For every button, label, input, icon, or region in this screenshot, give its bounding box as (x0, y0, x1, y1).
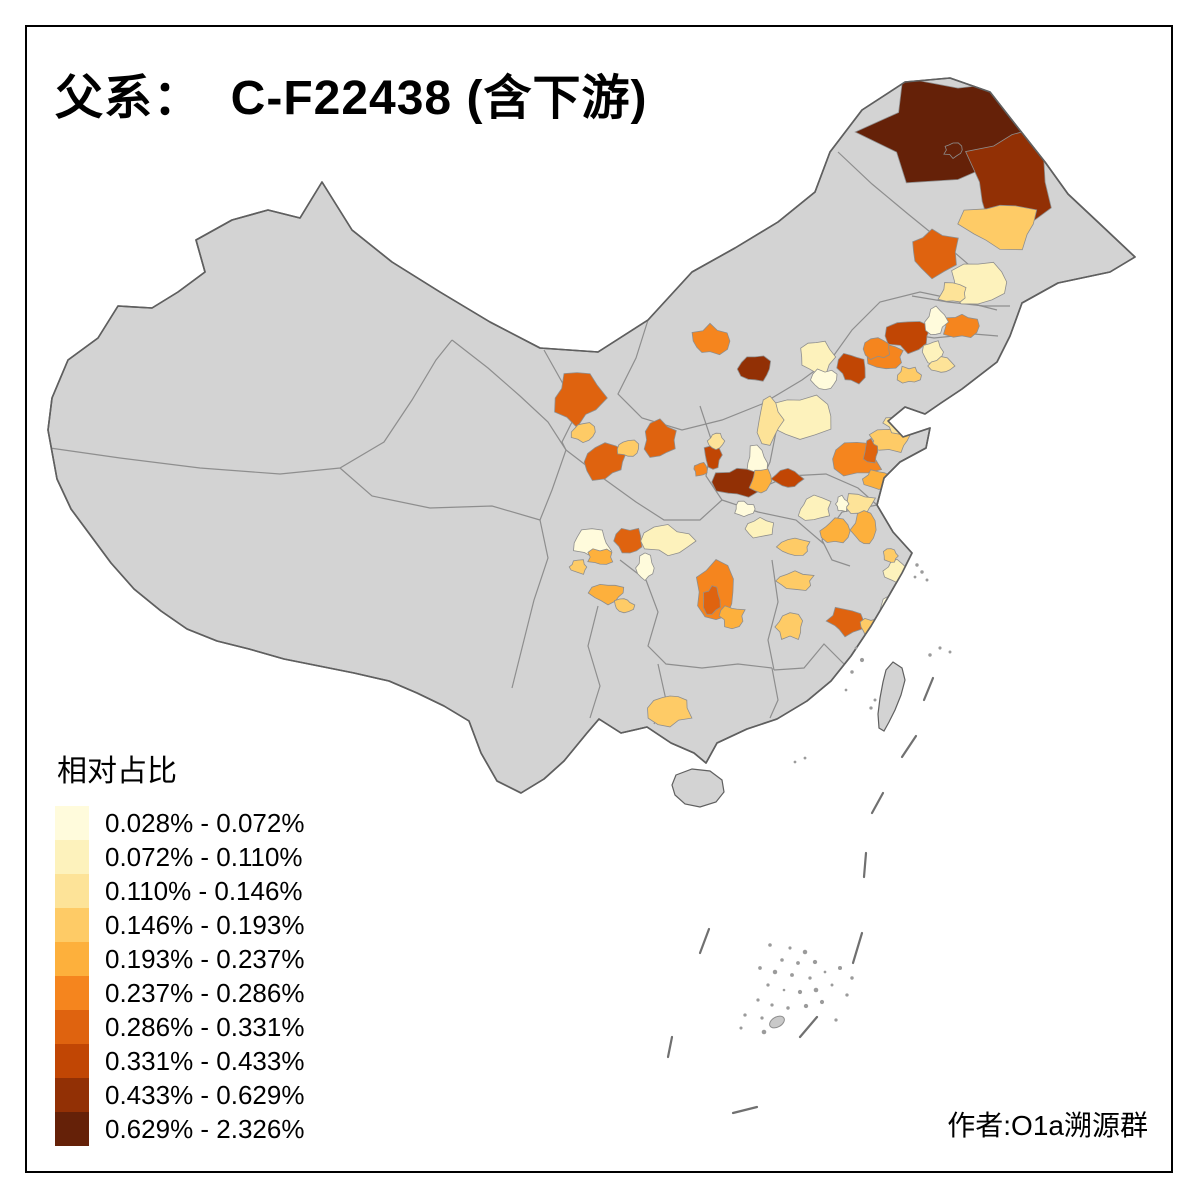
legend-range-label: 0.286% - 0.331% (105, 1011, 305, 1042)
map-region (691, 322, 731, 356)
legend-item: 0.433% - 0.629% (55, 1078, 304, 1112)
map-region (613, 527, 643, 554)
map-title: 父系： C-F22438 (含下游) (55, 72, 648, 125)
hainan-island (671, 768, 725, 808)
map-region (957, 204, 1038, 251)
colored-regions (554, 78, 1067, 728)
map-region (736, 355, 772, 382)
map-region (756, 395, 785, 446)
map-region (711, 467, 762, 498)
legend-title: 相对占比 (57, 755, 177, 788)
legend-range-label: 0.433% - 0.629% (105, 1079, 305, 1110)
taiwan-island (877, 661, 906, 732)
legend-range-label: 0.028% - 0.072% (105, 807, 305, 838)
national-border (47, 77, 1136, 794)
map-region (825, 606, 865, 638)
map-region (774, 612, 804, 641)
map-region (912, 228, 959, 280)
map-region (693, 461, 708, 477)
map-region (734, 500, 756, 518)
map-region (616, 439, 640, 457)
map-region (570, 422, 596, 444)
map-region (943, 142, 963, 160)
map-region (797, 494, 832, 521)
map-region (896, 365, 922, 384)
sea-boundary-dashes (666, 676, 935, 1115)
map-region (882, 548, 899, 563)
legend-swatch-2 (55, 840, 89, 874)
legend: 相对占比 0.028% - 0.072% 0.072% - 0.110% 0.110… (55, 746, 304, 1146)
legend-swatch-4 (55, 908, 89, 942)
attribution-text: 作者:O1a溯源群 (947, 1110, 1148, 1141)
map-region (775, 570, 815, 591)
map-region (703, 585, 721, 615)
legend-range-label: 0.146% - 0.193% (105, 909, 305, 940)
map-region (770, 467, 805, 488)
map-region (951, 261, 1008, 305)
legend-swatch-3 (55, 874, 89, 908)
map-region (884, 321, 932, 355)
legend-range-label: 0.629% - 2.326% (105, 1113, 305, 1144)
legend-item: 0.331% - 0.433% (55, 1044, 304, 1078)
map-region (643, 418, 677, 458)
map-region (718, 605, 746, 630)
legend-item: 0.237% - 0.286% (55, 976, 304, 1010)
map-region (924, 305, 950, 336)
map-region (587, 548, 614, 565)
map-region (775, 537, 811, 556)
legend-item: 0.146% - 0.193% (55, 908, 304, 942)
map-region (748, 468, 773, 494)
map-region (937, 282, 967, 303)
legend-item: 0.072% - 0.110% (55, 840, 304, 874)
map-region (640, 524, 697, 557)
map-region (834, 494, 850, 513)
map-region (554, 372, 608, 429)
map-region (927, 356, 956, 373)
map-region (647, 695, 693, 728)
map-region (744, 516, 775, 539)
legend-swatch-1 (55, 806, 89, 840)
map-region (862, 337, 890, 360)
legend-swatch-9 (55, 1078, 89, 1112)
map-region (706, 432, 726, 451)
legend-range-label: 0.331% - 0.433% (105, 1045, 305, 1076)
plot-frame (25, 25, 1173, 1173)
small-islands (739, 563, 952, 1035)
legend-item: 0.193% - 0.237% (55, 942, 304, 976)
map-region (943, 313, 980, 339)
legend-item: 0.028% - 0.072% (55, 806, 304, 840)
legend-swatch-6 (55, 976, 89, 1010)
map-region (836, 352, 866, 385)
map-region (810, 368, 838, 391)
legend-range-label: 0.193% - 0.237% (105, 943, 305, 974)
legend-range-label: 0.237% - 0.286% (105, 977, 305, 1008)
legend-item: 0.110% - 0.146% (55, 874, 304, 908)
legend-swatch-8 (55, 1044, 89, 1078)
map-region (568, 559, 588, 575)
map-region (583, 442, 628, 481)
legend-range-label: 0.072% - 0.110% (105, 841, 303, 872)
legend-item: 0.286% - 0.331% (55, 1010, 304, 1044)
map-region (819, 517, 851, 544)
legend-item: 0.629% - 2.326% (55, 1112, 304, 1146)
legend-swatch-7 (55, 1010, 89, 1044)
legend-range-label: 0.110% - 0.146% (105, 875, 303, 906)
legend-swatch-5 (55, 942, 89, 976)
legend-rows: 0.028% - 0.072% 0.072% - 0.110% 0.110% - 0… (55, 806, 304, 1146)
map-region (635, 552, 655, 582)
legend-swatch-10 (55, 1112, 89, 1146)
map-region (862, 437, 879, 464)
map-region (613, 598, 636, 614)
